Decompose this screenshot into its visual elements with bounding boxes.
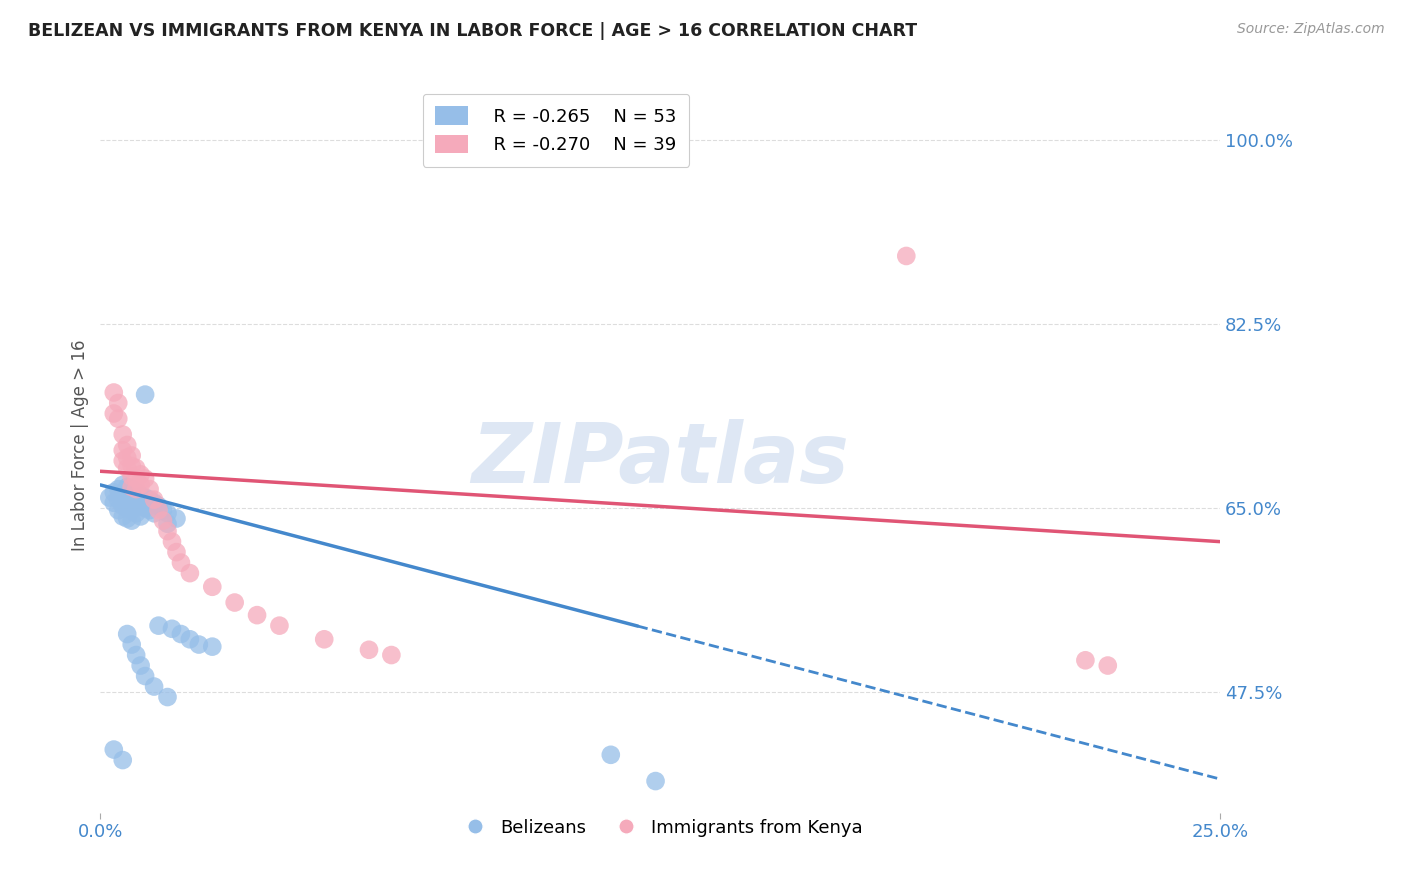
Point	[156, 506, 179, 520]
Point	[111, 488, 134, 502]
Point	[152, 503, 174, 517]
Point	[143, 492, 166, 507]
Point	[156, 516, 179, 531]
Point	[115, 461, 138, 475]
Point	[98, 491, 121, 505]
Point	[1074, 653, 1097, 667]
Point	[107, 396, 129, 410]
Point	[148, 499, 170, 513]
Text: Source: ZipAtlas.com: Source: ZipAtlas.com	[1237, 22, 1385, 37]
Point	[111, 427, 134, 442]
Point	[125, 472, 148, 486]
Point	[125, 485, 148, 500]
Point	[143, 506, 166, 520]
Point	[201, 580, 224, 594]
Point	[599, 747, 621, 762]
Point	[115, 627, 138, 641]
Point	[129, 478, 152, 492]
Point	[170, 556, 193, 570]
Point	[156, 524, 179, 538]
Point	[134, 387, 156, 401]
Point	[170, 627, 193, 641]
Point	[129, 499, 152, 513]
Point	[166, 511, 188, 525]
Point	[148, 503, 170, 517]
Text: ZIPatlas: ZIPatlas	[471, 419, 849, 500]
Point	[143, 680, 166, 694]
Point	[246, 608, 269, 623]
Point	[111, 443, 134, 458]
Point	[103, 407, 125, 421]
Point	[129, 509, 152, 524]
Point	[134, 472, 156, 486]
Point	[111, 478, 134, 492]
Point	[134, 669, 156, 683]
Point	[644, 774, 666, 789]
Point	[134, 501, 156, 516]
Point	[143, 496, 166, 510]
Legend: Belizeans, Immigrants from Kenya: Belizeans, Immigrants from Kenya	[450, 812, 870, 844]
Point	[224, 595, 246, 609]
Point	[179, 566, 201, 581]
Point	[125, 482, 148, 496]
Point	[103, 742, 125, 756]
Point	[160, 534, 183, 549]
Point	[896, 249, 918, 263]
Point	[111, 454, 134, 468]
Point	[121, 482, 143, 496]
Point	[357, 642, 380, 657]
Point	[115, 491, 138, 505]
Point	[115, 480, 138, 494]
Point	[103, 496, 125, 510]
Point	[103, 385, 125, 400]
Point	[179, 632, 201, 647]
Point	[201, 640, 224, 654]
Point	[138, 492, 160, 507]
Point	[160, 622, 183, 636]
Text: BELIZEAN VS IMMIGRANTS FROM KENYA IN LABOR FORCE | AGE > 16 CORRELATION CHART: BELIZEAN VS IMMIGRANTS FROM KENYA IN LAB…	[28, 22, 917, 40]
Point	[314, 632, 336, 647]
Point	[129, 467, 152, 482]
Point	[121, 449, 143, 463]
Y-axis label: In Labor Force | Age > 16: In Labor Force | Age > 16	[72, 339, 89, 550]
Point	[121, 638, 143, 652]
Point	[121, 469, 143, 483]
Point	[107, 503, 129, 517]
Point	[156, 690, 179, 704]
Point	[121, 514, 143, 528]
Point	[121, 503, 143, 517]
Point	[121, 458, 143, 473]
Point	[152, 514, 174, 528]
Point	[380, 648, 402, 662]
Point	[115, 450, 138, 465]
Point	[134, 491, 156, 505]
Point	[115, 511, 138, 525]
Point	[138, 503, 160, 517]
Point	[1097, 658, 1119, 673]
Point	[107, 411, 129, 425]
Point	[187, 638, 209, 652]
Point	[125, 648, 148, 662]
Point	[166, 545, 188, 559]
Point	[148, 618, 170, 632]
Point	[115, 438, 138, 452]
Point	[107, 482, 129, 496]
Point	[107, 492, 129, 507]
Point	[115, 501, 138, 516]
Point	[125, 461, 148, 475]
Point	[121, 480, 143, 494]
Point	[129, 658, 152, 673]
Point	[138, 482, 160, 496]
Point	[111, 499, 134, 513]
Point	[111, 753, 134, 767]
Point	[103, 485, 125, 500]
Point	[121, 492, 143, 507]
Point	[125, 506, 148, 520]
Point	[269, 618, 291, 632]
Point	[129, 488, 152, 502]
Point	[125, 496, 148, 510]
Point	[111, 509, 134, 524]
